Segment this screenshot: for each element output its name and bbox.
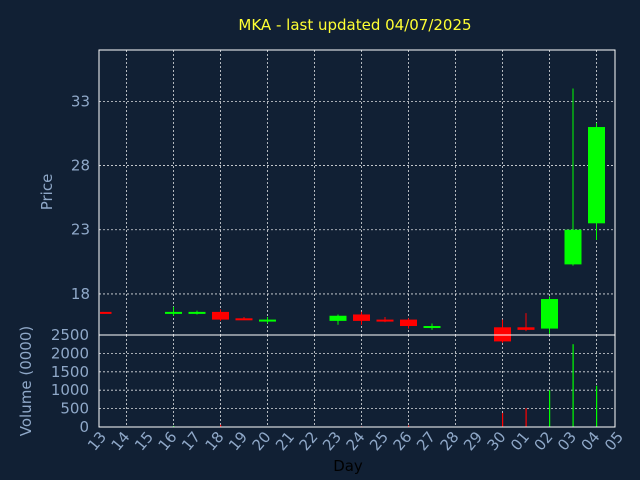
x-tick-label: 24: [343, 428, 369, 454]
candle-body: [353, 314, 370, 321]
volume-tick-label: 2500: [51, 326, 89, 344]
x-tick-label: 03: [554, 428, 580, 454]
volume-bar: [173, 425, 175, 427]
price-panel-frame: [98, 49, 616, 336]
x-tick-label: 17: [178, 428, 204, 454]
x-tick-label: 25: [366, 428, 392, 454]
candle-body: [100, 311, 112, 314]
candle-body: [329, 315, 347, 321]
volume-bar: [572, 344, 574, 427]
volume-tick-label: 500: [60, 400, 89, 418]
x-tick-label: 16: [155, 428, 181, 454]
volume-axis-label: Volume (0000): [17, 326, 35, 436]
price-grid: [99, 50, 615, 335]
candle-body: [235, 318, 253, 321]
volume-bar: [408, 425, 410, 427]
x-tick-label: 04: [578, 428, 604, 454]
price-axis-label: Price: [38, 174, 56, 211]
x-tick-label: 23: [319, 428, 345, 454]
price-tick-label: 28: [71, 157, 90, 175]
volume-bar: [596, 385, 598, 427]
volume-bar: [525, 408, 527, 427]
x-tick-label: 18: [202, 428, 228, 454]
x-tick-label: 30: [484, 428, 510, 454]
candle-body: [588, 127, 605, 224]
price-tick-label: 23: [71, 221, 90, 239]
candle-body: [541, 299, 558, 329]
x-tick-label: 05: [601, 428, 627, 454]
x-tick-label: 20: [249, 428, 275, 454]
x-ticks: 1314151617181920212223242526272829300102…: [84, 428, 627, 454]
x-tick-label: 29: [460, 428, 486, 454]
volume-tick-label: 0: [79, 418, 89, 436]
x-axis-label: Day: [333, 457, 363, 475]
candle-body: [259, 319, 276, 322]
price-tick-label: 18: [71, 285, 90, 303]
x-tick-label: 14: [108, 428, 134, 454]
candles: [100, 88, 605, 343]
volume-bar: [502, 413, 504, 427]
volume-panel-frame: [98, 334, 616, 428]
x-tick-label: 01: [507, 428, 533, 454]
x-tick-label: 22: [296, 428, 322, 454]
candle-body: [517, 327, 535, 330]
x-tick-label: 27: [413, 428, 439, 454]
x-tick-label: 28: [437, 428, 463, 454]
candle-body: [494, 327, 511, 342]
x-tick-label: 19: [225, 428, 251, 454]
candle-body: [564, 229, 582, 265]
volume-bar: [549, 390, 551, 427]
price-ticks: 18 23 28 33: [71, 92, 90, 303]
x-tick-label: 26: [390, 428, 416, 454]
x-tick-label: 21: [272, 428, 298, 454]
chart-title: MKA - last updated 04/07/2025: [238, 16, 471, 34]
candle-body: [376, 319, 394, 322]
candle-body: [212, 311, 229, 320]
candle-body: [423, 326, 441, 329]
volume-bar: [220, 424, 222, 427]
volume-tick-label: 1500: [51, 363, 89, 381]
candle-body: [400, 319, 417, 327]
volume-tick-label: 2000: [51, 344, 89, 362]
candle-body: [165, 311, 182, 314]
volume-grid: [99, 335, 615, 427]
x-tick-label: 02: [531, 428, 557, 454]
price-tick-label: 33: [71, 92, 90, 110]
x-tick-label: 15: [131, 428, 157, 454]
volume-tick-label: 1000: [51, 381, 89, 399]
volume-bars: [102, 344, 598, 427]
candle-body: [188, 311, 206, 314]
